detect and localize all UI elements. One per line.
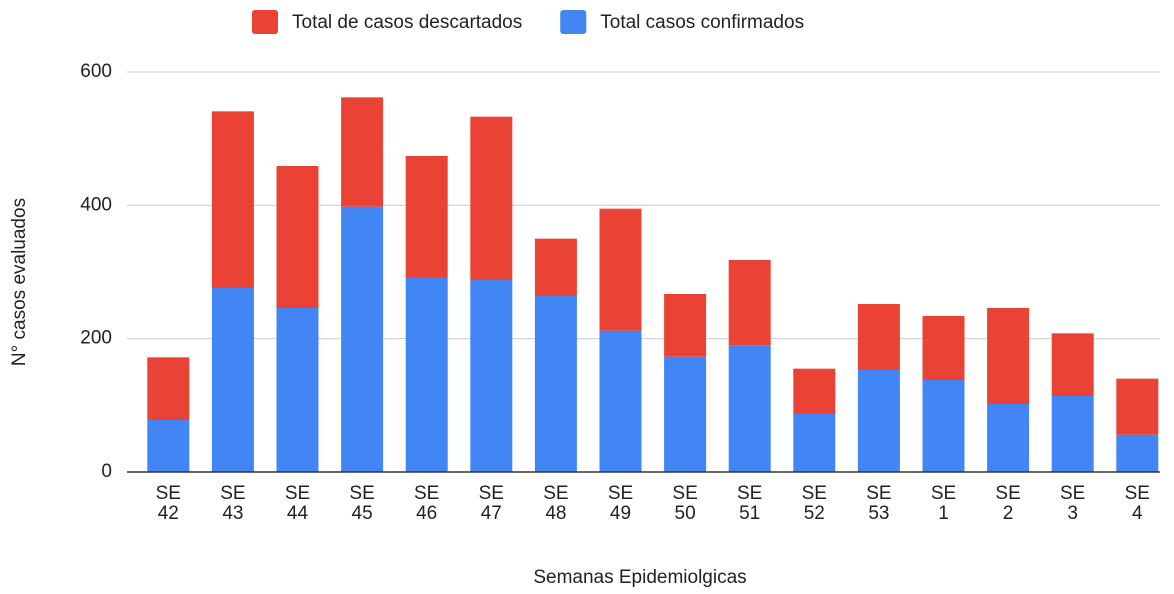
- x-tick-label: SE 45: [349, 483, 375, 524]
- bar-segment: [664, 356, 707, 472]
- x-tick-label: SE 46: [414, 483, 440, 524]
- x-tick-label: SE 1: [930, 483, 957, 524]
- bar-segment: [405, 278, 448, 472]
- y-axis-title: N° casos evaluados: [9, 198, 30, 366]
- bar-segment: [534, 296, 577, 472]
- bar-segment: [793, 414, 836, 472]
- bar-segment: [341, 206, 384, 472]
- bar-segment: [534, 238, 577, 296]
- x-tick-label: SE 2: [995, 483, 1021, 524]
- x-axis-title: Semanas Epidemiolgicas: [533, 567, 746, 588]
- legend-label: Total de casos descartados: [292, 12, 522, 33]
- bar-segment: [405, 156, 448, 278]
- y-tick-label: 0: [101, 461, 112, 482]
- bar-segment: [1116, 434, 1159, 472]
- x-tick-label: SE 42: [155, 483, 181, 524]
- x-tick-label: SE 4: [1124, 483, 1150, 524]
- bar-segment: [987, 308, 1030, 404]
- bar-segment: [1116, 378, 1159, 435]
- y-tick-label: 600: [80, 61, 112, 82]
- y-tick-label: 200: [80, 328, 112, 349]
- bar-segment: [211, 111, 254, 288]
- x-tick-label: SE 50: [672, 483, 698, 524]
- x-tick-label: SE 49: [607, 483, 634, 524]
- bar-segment: [276, 308, 319, 472]
- bar-segment: [599, 208, 642, 331]
- bar-segment: [470, 116, 513, 281]
- x-tick-label: SE 44: [284, 483, 311, 524]
- x-tick-label: SE 51: [737, 483, 763, 524]
- bar-segment: [599, 330, 642, 472]
- bar-segment: [276, 166, 319, 308]
- x-tick-label: SE 48: [543, 483, 569, 524]
- y-tick-label: 400: [80, 194, 112, 215]
- bar-segment: [728, 345, 771, 472]
- bar-segment: [922, 316, 965, 380]
- bar-segment: [341, 97, 384, 207]
- x-tick-label: SE 3: [1060, 483, 1086, 524]
- bar-segment: [1051, 333, 1094, 396]
- bar-segment: [922, 380, 965, 472]
- bar-segment: [211, 288, 254, 472]
- legend-label: Total casos confirmados: [600, 12, 804, 33]
- x-tick-label: SE 47: [478, 483, 504, 524]
- bar-segment: [857, 370, 900, 472]
- x-tick-label: SE 53: [866, 483, 892, 524]
- x-tick-label: SE 43: [220, 483, 246, 524]
- bar-segment: [728, 260, 771, 346]
- bar-segment: [470, 280, 513, 472]
- bar-segment: [1051, 396, 1094, 472]
- bar-segment: [147, 420, 190, 472]
- bar-segment: [987, 404, 1030, 472]
- x-tick-label: SE 52: [801, 483, 827, 524]
- bar-segment: [793, 368, 836, 414]
- bar-segment: [147, 357, 190, 420]
- bar-segment: [857, 304, 900, 370]
- legend-swatch: [252, 10, 278, 34]
- legend-swatch: [560, 10, 587, 34]
- bar-segment: [664, 294, 707, 357]
